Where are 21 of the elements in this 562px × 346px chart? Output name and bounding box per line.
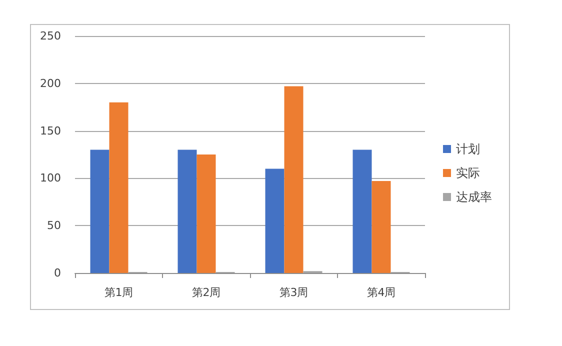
bar bbox=[196, 154, 216, 273]
legend-label: 计划 bbox=[456, 142, 480, 156]
bar bbox=[284, 86, 304, 273]
y-tick-label: 0 bbox=[54, 266, 61, 280]
y-tick-label: 150 bbox=[40, 124, 61, 138]
x-tick-label: 第4周 bbox=[366, 286, 396, 299]
y-tick-label: 250 bbox=[40, 30, 61, 42]
x-tick-label: 第2周 bbox=[192, 286, 221, 299]
legend-label: 实际 bbox=[456, 166, 480, 180]
x-tick-label: 第1周 bbox=[104, 286, 134, 299]
x-tick-label: 第3周 bbox=[279, 286, 308, 299]
bar bbox=[178, 150, 197, 273]
bar bbox=[352, 150, 372, 273]
y-tick-label: 200 bbox=[40, 76, 61, 90]
y-tick-label: 50 bbox=[47, 219, 61, 232]
y-tick-label: 100 bbox=[40, 172, 61, 185]
bar bbox=[109, 102, 128, 273]
bar bbox=[265, 168, 284, 273]
bar bbox=[90, 150, 110, 273]
legend-label: 达成率 bbox=[456, 190, 492, 204]
bar bbox=[372, 181, 391, 273]
